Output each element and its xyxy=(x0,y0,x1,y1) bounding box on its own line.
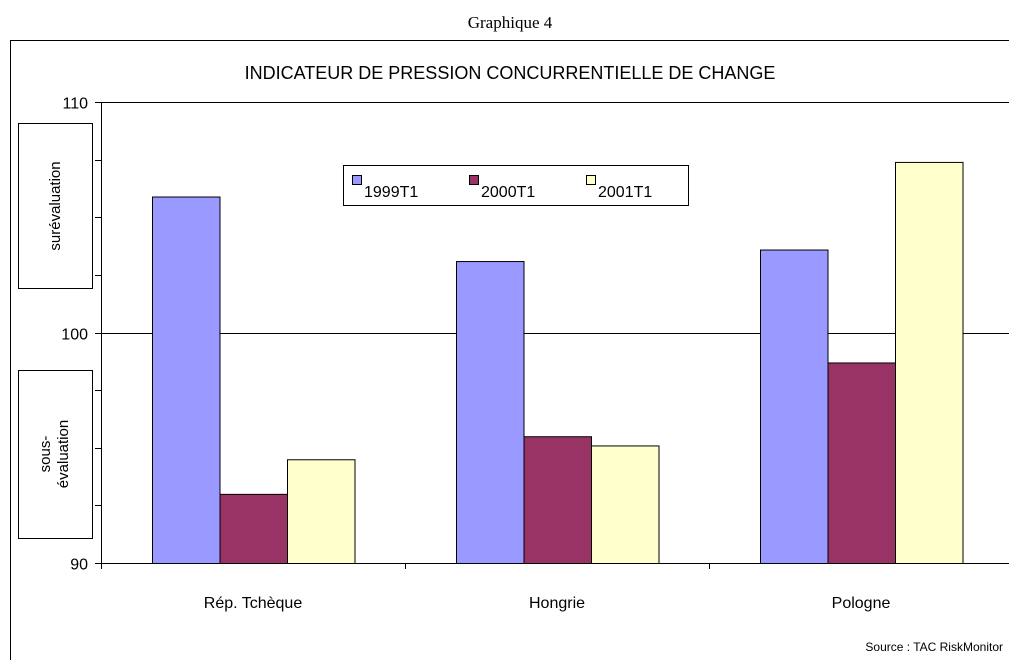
bar xyxy=(219,493,288,565)
bar xyxy=(456,261,525,564)
bar xyxy=(760,249,829,565)
annotation-box xyxy=(18,123,93,289)
annotation: sous- xyxy=(37,436,54,473)
bar xyxy=(895,161,964,564)
y-tick-label: 100 xyxy=(61,327,88,344)
annotation: évaluation xyxy=(55,420,72,488)
legend-box xyxy=(343,165,689,206)
bar xyxy=(152,196,221,564)
bar xyxy=(287,459,356,564)
y-tick-label: 110 xyxy=(62,96,88,113)
legend-label: 2000T1 xyxy=(481,184,535,201)
annotation-box xyxy=(18,370,93,539)
chart-caption: Graphique 4 xyxy=(468,13,553,32)
legend-swatch xyxy=(469,175,479,185)
bar xyxy=(591,445,660,565)
x-tick-label: Pologne xyxy=(832,595,891,612)
x-tick-label: Rép. Tchèque xyxy=(204,595,303,612)
chart-title: INDICATEUR DE PRESSION CONCURRENTIELLE D… xyxy=(245,63,776,83)
legend-swatch xyxy=(586,175,596,185)
chart-frame xyxy=(10,40,1009,660)
legend-label: 2001T1 xyxy=(598,184,652,201)
annotation: surévaluation xyxy=(47,161,64,250)
x-tick-label: Hongrie xyxy=(529,595,585,612)
bar xyxy=(827,362,896,564)
legend-label: 1999T1 xyxy=(364,184,418,201)
source: Source : TAC RiskMonitor xyxy=(865,640,1003,654)
bar xyxy=(523,436,592,565)
legend-swatch xyxy=(352,175,362,185)
y-tick-label: 90 xyxy=(70,557,88,574)
